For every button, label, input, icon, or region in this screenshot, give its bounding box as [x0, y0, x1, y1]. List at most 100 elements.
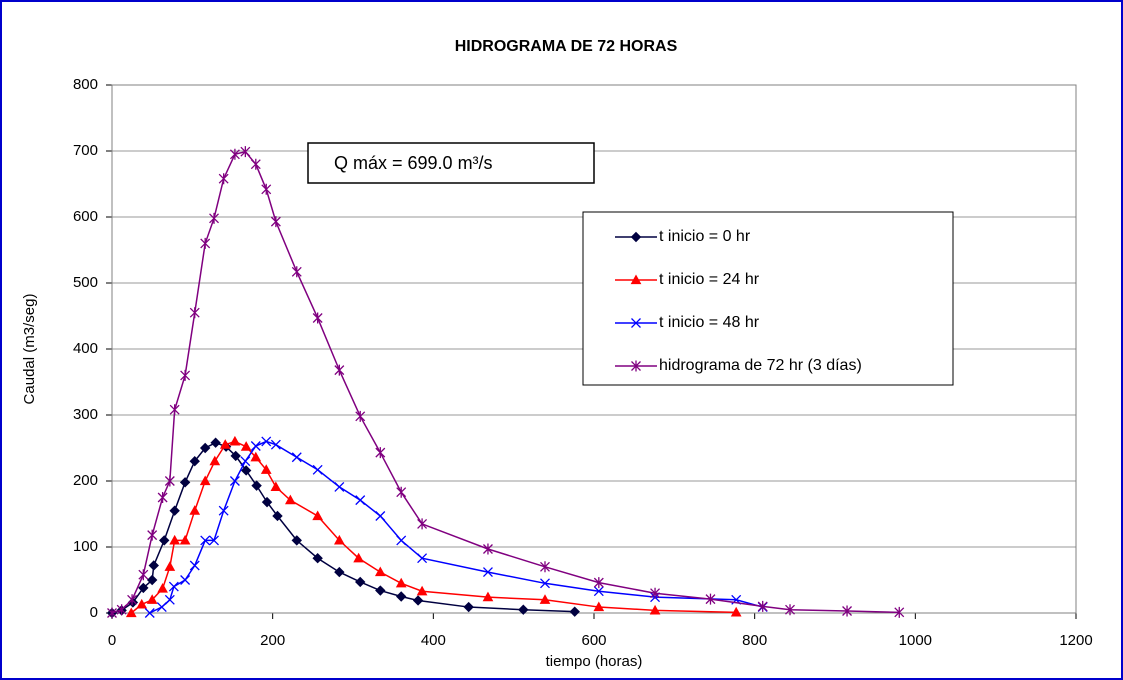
legend-label: hidrograma de 72 hr (3 días) — [659, 357, 862, 374]
chart-title: HIDROGRAMA DE 72 HORAS — [455, 38, 678, 55]
marker — [157, 492, 168, 503]
y-axis-label: Caudal (m3/seg) — [21, 294, 38, 405]
marker — [375, 447, 386, 459]
y-tick-label: 800 — [73, 76, 98, 93]
y-tick-label: 500 — [73, 274, 98, 291]
marker — [630, 231, 642, 243]
marker — [179, 477, 191, 488]
marker — [631, 360, 641, 372]
marker — [375, 585, 386, 596]
marker — [463, 601, 474, 613]
marker — [159, 535, 170, 546]
marker — [169, 534, 181, 545]
marker — [147, 529, 158, 541]
marker — [240, 146, 251, 158]
x-tick-label: 0 — [108, 632, 116, 649]
marker — [355, 495, 366, 506]
marker — [757, 600, 768, 612]
legend-label: t inicio = 0 hr — [659, 228, 751, 245]
marker — [240, 456, 251, 467]
marker — [251, 480, 262, 491]
marker — [240, 465, 252, 476]
marker — [125, 607, 137, 618]
marker — [272, 510, 283, 522]
marker — [334, 364, 345, 376]
marker — [199, 442, 211, 454]
marker — [842, 605, 853, 617]
marker — [261, 436, 272, 447]
marker — [240, 441, 252, 451]
x-tick-label: 800 — [742, 632, 767, 649]
marker — [138, 569, 149, 581]
marker — [416, 585, 428, 596]
marker — [138, 582, 149, 594]
marker — [333, 534, 345, 545]
series-line — [111, 441, 575, 614]
marker — [291, 535, 302, 546]
marker — [229, 148, 240, 160]
marker — [291, 452, 302, 463]
marker — [180, 369, 191, 381]
marker — [312, 312, 323, 324]
marker — [229, 476, 240, 486]
marker — [569, 606, 580, 617]
annotation-box — [307, 142, 595, 184]
marker — [189, 455, 200, 467]
marker — [705, 593, 716, 605]
marker — [270, 439, 281, 450]
marker — [649, 604, 661, 615]
marker — [395, 577, 407, 588]
marker — [189, 307, 200, 319]
marker — [334, 566, 345, 578]
marker — [374, 566, 386, 577]
marker — [148, 560, 159, 571]
y-tick-label: 700 — [73, 142, 98, 159]
marker — [396, 486, 407, 498]
x-tick-label: 1000 — [899, 632, 932, 649]
marker — [593, 577, 604, 589]
marker — [199, 475, 211, 486]
y-tick-label: 200 — [73, 472, 98, 489]
marker — [218, 505, 229, 516]
marker — [355, 576, 366, 588]
marker — [136, 598, 148, 609]
marker — [284, 494, 296, 505]
marker — [270, 481, 282, 492]
x-tick-label: 600 — [581, 632, 606, 649]
marker — [250, 451, 262, 462]
y-tick-label: 100 — [73, 538, 98, 555]
marker — [540, 578, 550, 589]
legend-box — [582, 211, 954, 386]
marker — [334, 481, 345, 492]
marker — [482, 591, 494, 602]
x-tick-label: 1200 — [1059, 632, 1092, 649]
marker — [164, 594, 175, 605]
marker — [894, 606, 905, 618]
marker — [785, 604, 795, 616]
marker — [312, 510, 324, 521]
marker — [210, 437, 221, 448]
marker — [230, 450, 241, 462]
marker — [730, 606, 742, 617]
marker — [631, 318, 641, 328]
marker — [270, 216, 281, 228]
marker — [291, 266, 302, 278]
marker — [164, 475, 175, 487]
marker — [518, 604, 529, 615]
marker — [261, 183, 272, 195]
marker — [107, 607, 117, 619]
marker — [229, 435, 241, 446]
marker — [312, 464, 323, 475]
x-tick-label: 400 — [421, 632, 446, 649]
marker — [261, 496, 273, 508]
marker — [650, 587, 661, 599]
marker — [209, 535, 219, 546]
marker — [127, 594, 138, 606]
marker — [593, 601, 605, 612]
marker — [157, 583, 168, 593]
series-line — [111, 150, 900, 614]
marker — [218, 173, 229, 185]
y-tick-label: 400 — [73, 340, 98, 357]
